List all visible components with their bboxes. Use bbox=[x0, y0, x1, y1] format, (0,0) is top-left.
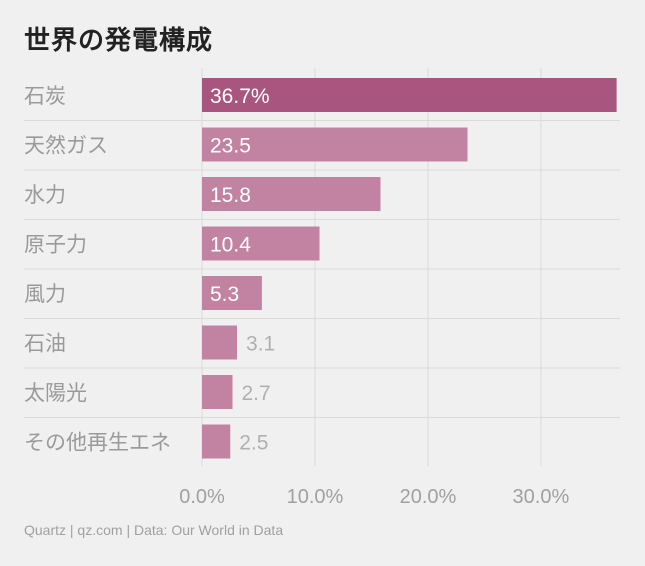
bar bbox=[202, 375, 233, 409]
value-label: 3.1 bbox=[246, 333, 275, 356]
category-label: 天然ガス bbox=[24, 134, 108, 158]
value-label: 2.7 bbox=[242, 382, 271, 405]
row-separators bbox=[24, 120, 620, 418]
category-label: 太陽光 bbox=[24, 381, 87, 405]
category-label: 原子力 bbox=[24, 233, 87, 257]
category-label: その他再生エネ bbox=[24, 431, 171, 455]
x-tick-label: 20.0% bbox=[400, 486, 457, 508]
bar bbox=[202, 226, 320, 261]
value-label: 2.5 bbox=[239, 432, 268, 455]
bar bbox=[202, 177, 381, 211]
chart-title: 世界の発電構成 bbox=[24, 26, 214, 56]
value-label: 5.3 bbox=[210, 283, 239, 306]
category-label: 石油 bbox=[24, 332, 66, 356]
bar bbox=[202, 276, 262, 310]
category-label: 水力 bbox=[24, 183, 66, 207]
category-label: 石炭 bbox=[24, 84, 66, 108]
value-label: 36.7% bbox=[210, 85, 270, 108]
bar bbox=[202, 325, 238, 360]
bar bbox=[202, 424, 231, 459]
bars bbox=[202, 78, 617, 459]
source-credit: Quartz | qz.com | Data: Our World in Dat… bbox=[24, 522, 284, 538]
value-label: 23.5 bbox=[210, 135, 251, 158]
value-label: 15.8 bbox=[210, 184, 251, 207]
x-axis-tick-labels: 0.0% 10.0% 20.0% 30.0% bbox=[179, 486, 569, 508]
x-tick-label: 10.0% bbox=[287, 486, 344, 508]
value-label: 10.4 bbox=[210, 234, 251, 257]
bar bbox=[202, 127, 468, 162]
bar bbox=[202, 78, 617, 112]
category-label: 風力 bbox=[24, 282, 66, 306]
x-tick-label: 0.0% bbox=[179, 486, 225, 508]
value-labels: 36.7% 23.5 15.8 10.4 5.3 3.1 2.7 2.5 bbox=[210, 85, 275, 455]
x-tick-label: 30.0% bbox=[513, 486, 570, 508]
